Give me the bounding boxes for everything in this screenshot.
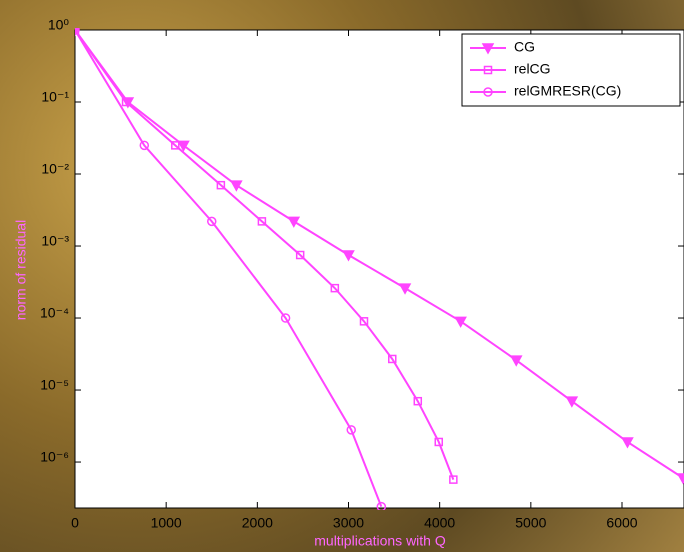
marker: [676, 473, 684, 485]
y-tick-label: 10⁻⁶: [40, 449, 69, 465]
y-tick-label: 10⁰: [48, 17, 70, 33]
y-tick-label: 10⁻¹: [41, 89, 69, 105]
marker: [376, 501, 387, 510]
marker: [388, 354, 397, 364]
marker: [139, 140, 150, 151]
x-tick-label: 2000: [242, 515, 273, 531]
legend-label: relCG: [514, 61, 551, 77]
marker: [75, 28, 80, 35]
y-tick-label: 10⁻⁵: [40, 377, 69, 393]
marker: [481, 43, 495, 55]
marker: [342, 250, 355, 262]
y-tick-label: 10⁻³: [41, 233, 69, 249]
series-line: [75, 29, 383, 508]
x-tick-label: 1000: [151, 515, 182, 531]
plot-area: [74, 29, 684, 509]
marker: [346, 425, 356, 435]
marker: [280, 313, 291, 323]
series-line: [75, 29, 455, 480]
marker: [216, 180, 226, 190]
x-tick-label: 3000: [333, 515, 364, 531]
plot-layer: [75, 28, 684, 510]
x-tick-label: 5000: [515, 515, 546, 531]
marker: [413, 396, 423, 406]
series-line: [75, 29, 684, 479]
marker: [207, 216, 217, 227]
marker: [257, 217, 267, 226]
marker: [295, 250, 305, 260]
x-tick-label: 4000: [424, 515, 455, 531]
marker: [483, 87, 493, 97]
legend-label: CG: [514, 39, 535, 55]
y-tick-label: 10⁻²: [41, 161, 69, 177]
marker: [483, 65, 493, 75]
marker: [177, 140, 190, 152]
marker: [449, 475, 458, 484]
y-tick-label: 10⁻⁴: [40, 305, 69, 321]
marker: [509, 355, 523, 367]
marker: [565, 396, 579, 408]
marker: [454, 316, 467, 328]
x-axis-label: multiplications with Q: [314, 533, 446, 549]
marker: [171, 141, 180, 150]
marker: [398, 283, 412, 295]
marker: [330, 283, 340, 293]
legend-label: relGMRESR(CG): [514, 83, 621, 99]
x-tick-label: 0: [71, 515, 79, 531]
marker: [359, 317, 369, 326]
marker: [230, 180, 243, 192]
marker: [621, 437, 634, 449]
y-axis-label: norm of residual: [13, 220, 29, 320]
x-tick-label: 6000: [606, 515, 637, 531]
marker: [287, 216, 301, 228]
marker: [121, 97, 131, 107]
marker: [434, 437, 444, 447]
